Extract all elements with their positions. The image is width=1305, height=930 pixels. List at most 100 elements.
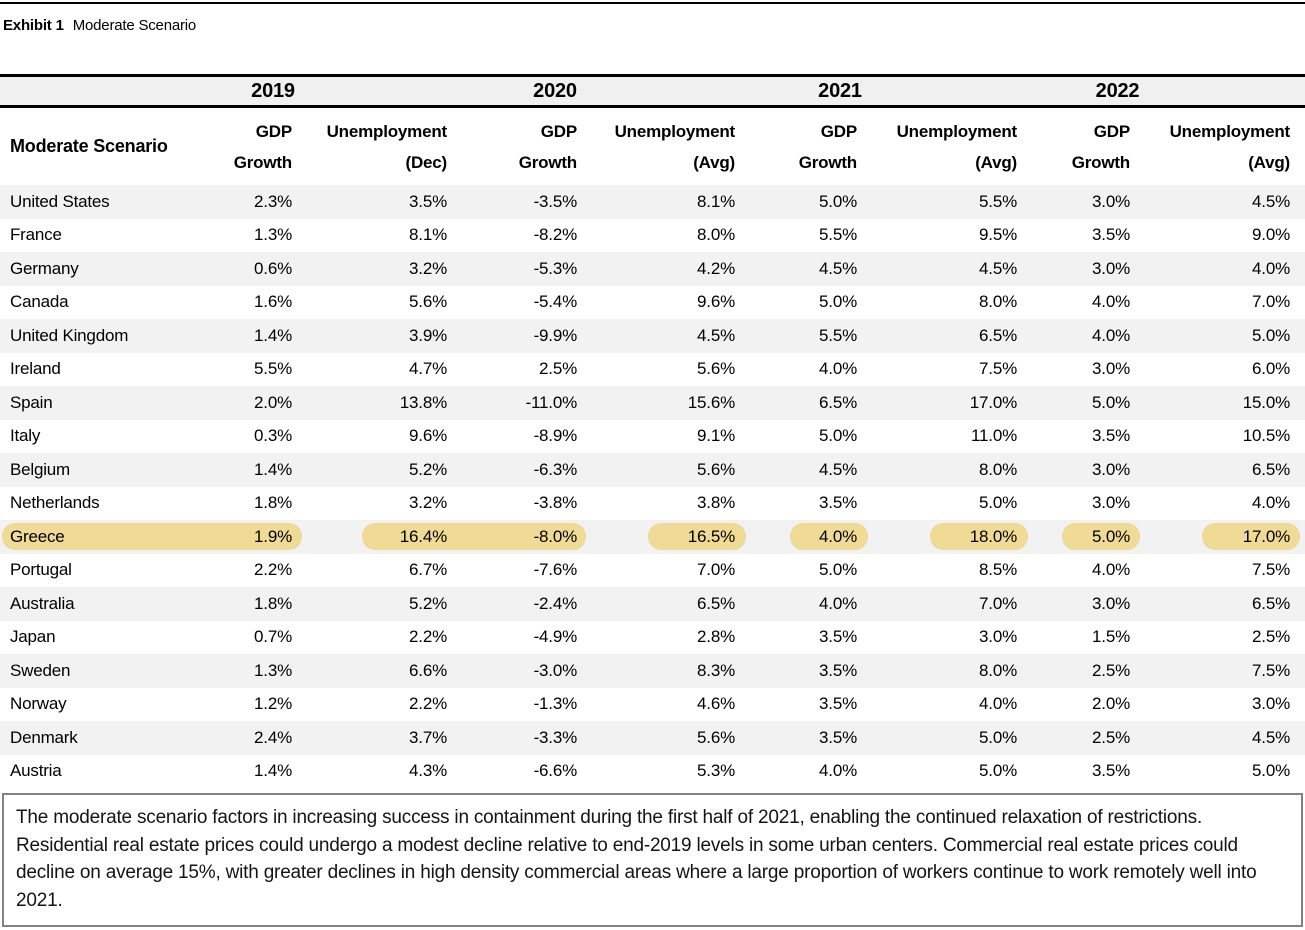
cell-value: 4.0% [819, 761, 857, 781]
cell-value: 5.0% [1092, 526, 1130, 546]
table-top-rule [0, 74, 1305, 77]
cell-value: -11.0% [525, 392, 578, 412]
cell-value: 15.0% [1242, 392, 1290, 412]
cell-value: 11.0% [971, 426, 1017, 446]
cell-country: France [10, 225, 62, 245]
cell-value: 2.3% [254, 191, 292, 211]
cell-country: United States [10, 191, 110, 211]
unemployment-label-line1: Unemployment [326, 121, 448, 141]
cell-value: 2.2% [409, 694, 447, 714]
cell-value: -8.0% [533, 526, 578, 546]
cell-country: Netherlands [10, 493, 100, 513]
cell-country: Japan [10, 627, 56, 647]
highlight-pill [1202, 523, 1300, 550]
table-row-sweden: Sweden 1.3% 6.6% -3.0% 8.3% 3.5% 8.0% 2.5% 7.5% [0, 654, 1305, 688]
gdp-label-line1: GDP [540, 121, 577, 141]
cell-value: 3.5% [819, 493, 857, 513]
cell-value: 5.2% [409, 593, 447, 613]
cell-country: Norway [10, 694, 67, 714]
gdp-label-line2: Growth [798, 152, 857, 172]
cell-country: Australia [10, 593, 75, 613]
unemployment-label-line1: Unemployment [896, 121, 1018, 141]
cell-value: 4.0% [1092, 325, 1130, 345]
cell-value: 4.5% [1252, 191, 1290, 211]
cell-value: 13.8% [399, 392, 447, 412]
cell-country: Denmark [10, 727, 78, 747]
cell-country: Spain [10, 392, 53, 412]
cell-value: 6.5% [697, 593, 735, 613]
cell-value: -7.6% [533, 560, 578, 580]
cell-value: 5.6% [697, 727, 735, 747]
cell-value: 2.0% [1092, 694, 1130, 714]
table-row-netherlands: Netherlands 1.8% 3.2% -3.8% 3.8% 3.5% 5.0% 3.0%… [0, 486, 1305, 520]
cell-value: 6.5% [1252, 459, 1290, 479]
cell-value: 1.8% [254, 593, 292, 613]
cell-value: 7.0% [1252, 292, 1290, 312]
cell-value: 5.5% [254, 359, 292, 379]
cell-value: 8.3% [697, 660, 735, 680]
cell-value: 1.4% [254, 325, 292, 345]
cell-value: 0.6% [254, 258, 292, 278]
cell-value: 7.0% [979, 593, 1017, 613]
year-header-2021: 2021 [818, 79, 862, 102]
table-row-japan: Japan 0.7% 2.2% -4.9% 2.8% 3.5% 3.0% 1.5% 2.5% [0, 620, 1305, 654]
cell-value: 10.5% [1242, 426, 1290, 446]
cell-value: 8.0% [979, 459, 1017, 479]
cell-value: 3.0% [1252, 694, 1290, 714]
cell-value: 3.0% [1092, 191, 1130, 211]
unemployment-label-line2: (Avg) [1248, 152, 1290, 172]
cell-value: 5.2% [409, 459, 447, 479]
cell-value: 7.5% [1252, 560, 1290, 580]
cell-value: 1.2% [254, 694, 292, 714]
cell-value: 5.5% [819, 225, 857, 245]
cell-value: 15.6% [687, 392, 735, 412]
year-header-row: 2019 2020 2021 2022 [0, 77, 1305, 105]
cell-value: 4.5% [1252, 727, 1290, 747]
cell-value: 3.5% [819, 627, 857, 647]
cell-value: 1.6% [254, 292, 292, 312]
cell-value: -6.3% [533, 459, 578, 479]
cell-value: -1.3% [533, 694, 578, 714]
cell-country: Austria [10, 761, 62, 781]
cell-country: Portugal [10, 560, 72, 580]
scenario-table: 2019 2020 2021 2022 Moderate Scenario GDP Gro… [0, 74, 1305, 788]
cell-value: 4.0% [819, 593, 857, 613]
cell-value: 5.0% [979, 727, 1017, 747]
cell-value: 16.4% [399, 526, 447, 546]
cell-value: 6.5% [1252, 593, 1290, 613]
cell-value: 5.3% [697, 761, 735, 781]
cell-value: 0.3% [254, 426, 292, 446]
cell-value: 4.0% [819, 359, 857, 379]
cell-value: 4.5% [819, 258, 857, 278]
cell-value: 5.0% [1092, 392, 1130, 412]
highlight-pill [362, 523, 586, 550]
cell-value: 5.5% [979, 191, 1017, 211]
cell-value: 8.0% [697, 225, 735, 245]
cell-value: -9.9% [533, 325, 578, 345]
colhead-gdp-2021: GDP Growth [739, 116, 861, 178]
cell-value: -3.8% [533, 493, 578, 513]
cell-value: 2.2% [254, 560, 292, 580]
cell-value: 16.5% [687, 526, 735, 546]
cell-value: 2.8% [697, 627, 735, 647]
cell-value: 5.6% [697, 359, 735, 379]
table-row-italy: Italy 0.3% 9.6% -8.9% 9.1% 5.0% 11.0% 3.5% 10.5% [0, 419, 1305, 453]
unemployment-label-line1: Unemployment [614, 121, 736, 141]
cell-value: 3.0% [1092, 493, 1130, 513]
cell-value: 2.2% [409, 627, 447, 647]
cell-value: -3.3% [533, 727, 578, 747]
unemployment-label-line1: Unemployment [1169, 121, 1291, 141]
cell-value: 9.0% [1252, 225, 1290, 245]
top-rule [0, 2, 1305, 4]
highlight-pill [790, 523, 868, 550]
colhead-unemployment-2019: Unemployment (Dec) [296, 116, 451, 178]
cell-value: 7.5% [1252, 660, 1290, 680]
column-header-row: Moderate Scenario GDP Growth Unemployment (D… [0, 108, 1305, 185]
cell-value: 5.5% [819, 325, 857, 345]
cell-value: 7.0% [697, 560, 735, 580]
colhead-unemployment-2020: Unemployment (Avg) [581, 116, 739, 178]
cell-value: 3.5% [1092, 761, 1130, 781]
cell-country: Ireland [10, 359, 61, 379]
exhibit-title: Exhibit 1 Moderate Scenario [3, 17, 196, 34]
exhibit-subtitle: Moderate Scenario [72, 17, 197, 34]
